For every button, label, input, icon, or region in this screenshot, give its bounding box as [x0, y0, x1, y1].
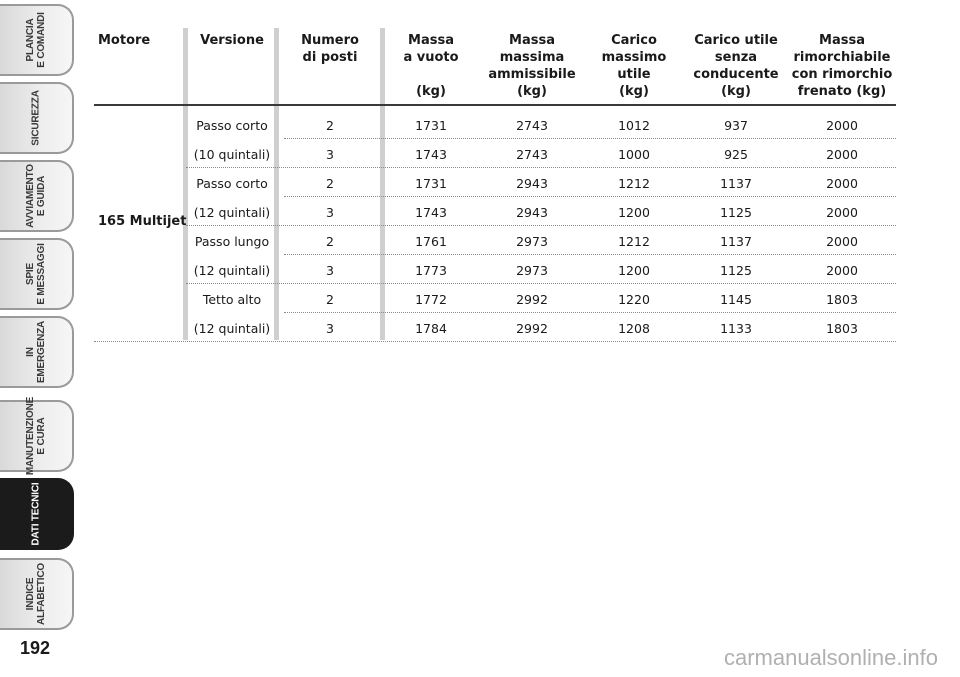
massa-massima-cell: 2943 [516, 205, 548, 220]
versione-line1: Passo lungo [194, 234, 270, 249]
header-carico-massimo: Carico massimo utile (kg) [601, 33, 667, 99]
tab-dati-tecnici[interactable]: DATI TECNICI [0, 478, 74, 550]
massa-vuoto-cell: 1761 [415, 234, 447, 249]
row-separator [186, 225, 896, 226]
carico-utile-cell: 937 [724, 118, 748, 133]
carico-massimo-cell: 1220 [618, 292, 650, 307]
massa-vuoto-cell: 1772 [415, 292, 447, 307]
massa-massima-cell: 2743 [516, 147, 548, 162]
massa-vuoto-cell: 1731 [415, 176, 447, 191]
carico-massimo-cell: 1200 [618, 205, 650, 220]
massa-rimorchiabile-cell: 2000 [826, 118, 858, 133]
tab-in-emergenza[interactable]: IN EMERGENZA [0, 316, 74, 388]
carico-utile-cell: 1125 [720, 205, 752, 220]
massa-rimorchiabile-cell: 2000 [826, 263, 858, 278]
massa-vuoto-cell: 1773 [415, 263, 447, 278]
carico-utile-cell: 1133 [720, 321, 752, 336]
massa-massima-cell: 2992 [516, 292, 548, 307]
massa-vuoto-cell: 1731 [415, 118, 447, 133]
massa-rimorchiabile-cell: 2000 [826, 205, 858, 220]
numero-posti-cell: 2 [326, 118, 334, 133]
weights-table: Motore Versione Numero di posti Massa a … [94, 28, 896, 342]
carico-massimo-cell: 1012 [618, 118, 650, 133]
versione-line1: Passo corto [196, 176, 268, 191]
watermark: carmanualsonline.info [723, 645, 938, 670]
carico-massimo-cell: 1200 [618, 263, 650, 278]
massa-massima-cell: 2973 [516, 263, 548, 278]
row-separator [94, 341, 896, 342]
versione-line2: (12 quintali) [193, 321, 271, 336]
versione-line2: (12 quintali) [193, 205, 271, 220]
massa-vuoto-cell: 1743 [415, 205, 447, 220]
section-tabs: PLANCIA E COMANDI SICUREZZA AVVIAMENTO E G… [0, 0, 80, 677]
numero-posti-cell: 3 [326, 321, 334, 336]
column-divider [183, 28, 188, 340]
carico-massimo-cell: 1208 [618, 321, 650, 336]
header-numero-posti: Numero di posti [301, 33, 359, 65]
row-separator [284, 254, 896, 255]
row-separator [284, 312, 896, 313]
carico-massimo-cell: 1212 [618, 176, 650, 191]
row-separator [186, 283, 896, 284]
massa-vuoto-cell: 1784 [415, 321, 447, 336]
carico-utile-cell: 1125 [720, 263, 752, 278]
tab-label: SICUREZZA [30, 90, 42, 146]
numero-posti-cell: 2 [326, 234, 334, 249]
massa-rimorchiabile-cell: 1803 [826, 321, 858, 336]
tab-plancia-comandi[interactable]: PLANCIA E COMANDI [0, 4, 74, 76]
tab-label: SPIE E MESSAGGI [25, 243, 47, 305]
versione-line1: Passo corto [196, 118, 268, 133]
tab-avviamento-guida[interactable]: AVVIAMENTO E GUIDA [0, 160, 74, 232]
massa-rimorchiabile-cell: 2000 [826, 234, 858, 249]
carico-massimo-cell: 1000 [618, 147, 650, 162]
header-carico-utile: Carico utile senza conducente (kg) [693, 33, 779, 99]
tab-spie-messaggi[interactable]: SPIE E MESSAGGI [0, 238, 74, 310]
header-rule [94, 104, 896, 106]
tab-label: PLANCIA E COMANDI [25, 12, 47, 68]
carico-massimo-cell: 1212 [618, 234, 650, 249]
tab-sicurezza[interactable]: SICUREZZA [0, 82, 74, 154]
header-motore: Motore [98, 33, 151, 48]
massa-rimorchiabile-cell: 2000 [826, 176, 858, 191]
carico-utile-cell: 925 [724, 147, 748, 162]
massa-rimorchiabile-cell: 1803 [826, 292, 858, 307]
column-divider [274, 28, 279, 340]
numero-posti-cell: 3 [326, 147, 334, 162]
carico-utile-cell: 1145 [720, 292, 752, 307]
massa-rimorchiabile-cell: 2000 [826, 147, 858, 162]
tab-label: MANUTENZIONE E CURA [25, 396, 47, 476]
header-versione: Versione [200, 33, 264, 48]
numero-posti-cell: 3 [326, 205, 334, 220]
header-massa-vuoto: Massa a vuoto (kg) [403, 33, 459, 99]
header-massa-rimorchiabile: Massa rimorchiabile con rimorchio frenat… [791, 33, 893, 99]
massa-massima-cell: 2973 [516, 234, 548, 249]
row-separator [186, 167, 896, 168]
numero-posti-cell: 3 [326, 263, 334, 278]
massa-massima-cell: 2743 [516, 118, 548, 133]
versione-line1: Tetto alto [202, 292, 262, 307]
versione-line2: (12 quintali) [193, 263, 271, 278]
header-massa-massima: Massa massima ammissibile (kg) [488, 33, 576, 99]
massa-massima-cell: 2943 [516, 176, 548, 191]
tab-label: DATI TECNICI [30, 482, 42, 546]
massa-massima-cell: 2992 [516, 321, 548, 336]
row-separator [284, 196, 896, 197]
tab-label: INDICE ALFABETICO [25, 563, 47, 625]
column-divider [380, 28, 385, 340]
tab-manutenzione-cura[interactable]: MANUTENZIONE E CURA [0, 396, 74, 476]
numero-posti-cell: 2 [326, 292, 334, 307]
row-separator [284, 138, 896, 139]
tab-label: AVVIAMENTO E GUIDA [25, 164, 47, 228]
tab-label: IN EMERGENZA [25, 320, 47, 384]
page-number: 192 [20, 638, 51, 658]
tab-indice-alfabetico[interactable]: INDICE ALFABETICO [0, 558, 74, 630]
versione-line2: (10 quintali) [193, 147, 271, 162]
carico-utile-cell: 1137 [720, 176, 752, 191]
numero-posti-cell: 2 [326, 176, 334, 191]
massa-vuoto-cell: 1743 [415, 147, 447, 162]
motore-value: 165 Multijet [98, 214, 187, 229]
carico-utile-cell: 1137 [720, 234, 752, 249]
